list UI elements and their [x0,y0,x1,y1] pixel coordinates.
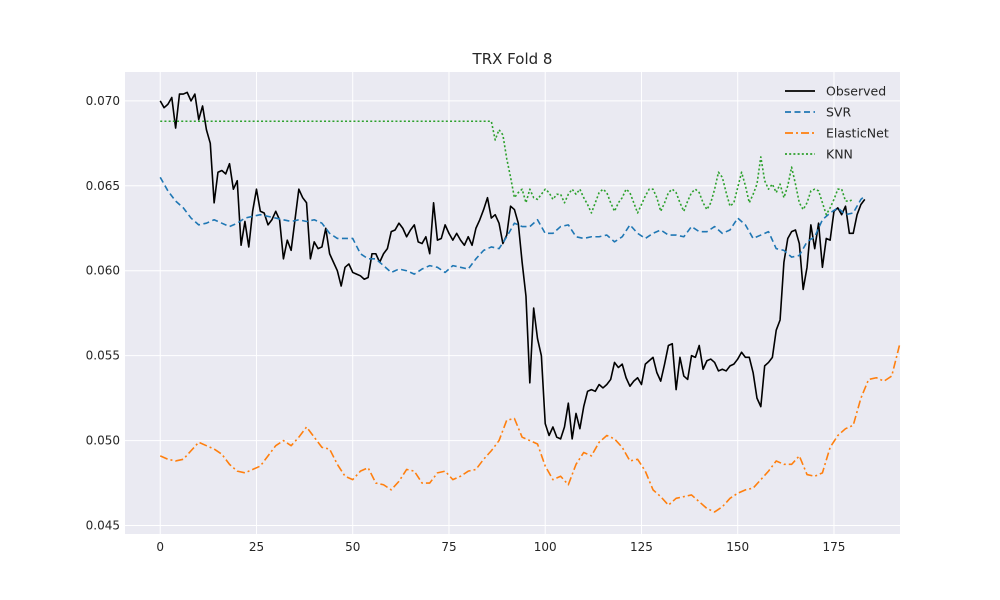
x-tick-label: 175 [823,540,846,554]
x-tick-label: 125 [630,540,653,554]
y-tick-label: 0.045 [86,519,120,533]
series-layer [159,91,901,513]
x-tick-label: 25 [249,540,264,554]
series-line-elasticnet [159,345,901,513]
x-tick-label: 0 [156,540,164,554]
x-tick-label: 50 [345,540,360,554]
y-tick-label: 0.050 [86,434,120,448]
legend-label-knn: KNN [826,147,853,162]
legend: Observed SVR ElasticNet KNN [785,84,889,162]
x-tick-label: 150 [726,540,749,554]
legend-label-svr: SVR [826,105,851,120]
chart-title: TRX Fold 8 [472,50,553,68]
x-tick-labels: 0 25 50 75 100 125 150 175 [156,540,845,554]
plot-area [125,72,900,534]
x-tick-label: 100 [534,540,557,554]
y-tick-labels: 0.045 0.050 0.055 0.060 0.065 0.070 [86,94,120,533]
y-tick-label: 0.065 [86,179,120,193]
legend-label-elasticnet: ElasticNet [826,126,889,141]
gridlines [125,72,900,534]
x-tick-label: 75 [441,540,456,554]
y-tick-label: 0.060 [86,264,120,278]
series-line-observed [159,91,866,440]
series-line-svr [159,176,866,275]
series-line-knn [160,120,854,216]
y-tick-label: 0.070 [86,94,120,108]
y-tick-label: 0.055 [86,349,120,363]
legend-label-observed: Observed [826,84,886,99]
